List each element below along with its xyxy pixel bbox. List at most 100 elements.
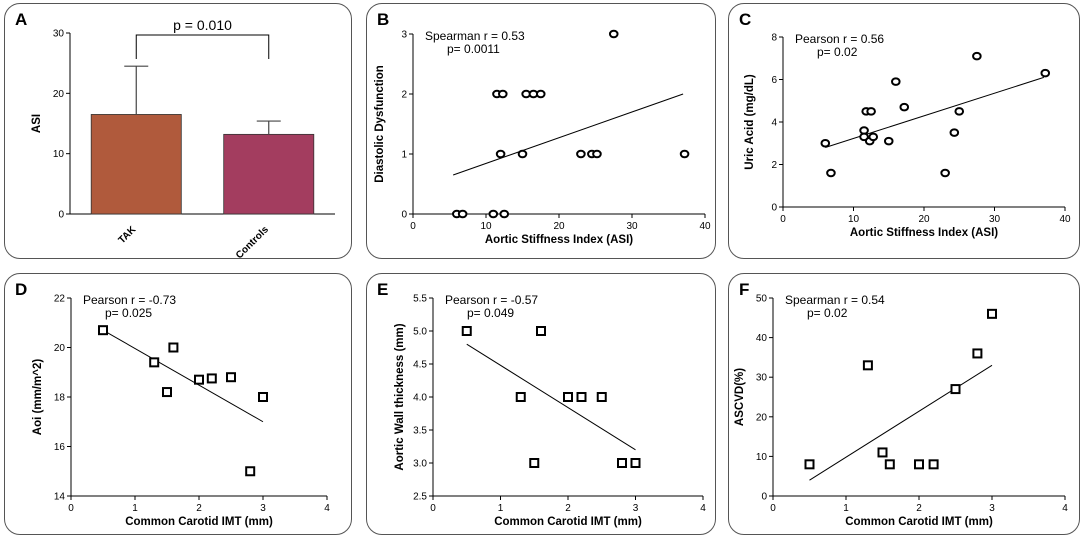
x-tick-label-tak: TAK bbox=[117, 224, 139, 246]
stat-r-d: Pearson r = -0.73 bbox=[83, 293, 176, 307]
data-point-c bbox=[954, 107, 965, 116]
y-tick-label-f: 0 bbox=[761, 492, 767, 503]
stat-r-b: Spearman r = 0.53 bbox=[425, 29, 525, 43]
data-point-e bbox=[596, 392, 607, 402]
y-tick-label-b: 1 bbox=[401, 150, 407, 161]
x-tick-label-d: 0 bbox=[68, 503, 74, 514]
regression-line-c bbox=[825, 76, 1045, 148]
data-point-b bbox=[499, 209, 510, 219]
data-point-b bbox=[517, 149, 528, 159]
data-point-b bbox=[535, 89, 546, 99]
stat-p-f: p= 0.02 bbox=[807, 306, 848, 320]
data-point-b bbox=[679, 149, 690, 159]
chart-d: 14 16 18 20 22 Aoi (mm/m^2) 0 1 2 3 4 Common Caroti… bbox=[32, 293, 330, 528]
y-tick-label-f: 20 bbox=[756, 412, 768, 423]
data-point-e bbox=[563, 392, 573, 402]
data-point-e bbox=[515, 392, 526, 402]
data-point-d bbox=[98, 325, 108, 336]
panel-a: A 0 10 20 30 ASI TAK Controls p = 0.010 bbox=[4, 3, 352, 261]
y-tick-label-c: 4 bbox=[771, 118, 777, 129]
panel-c-label: C bbox=[739, 10, 752, 29]
y-axis-label-f: ASCVD(%) bbox=[734, 368, 746, 426]
bar-controls bbox=[223, 133, 315, 215]
x-tick-label-e: 0 bbox=[430, 503, 436, 514]
x-axis-label-e: Common Carotid IMT (mm) bbox=[494, 516, 642, 528]
x-tick-label-c: 40 bbox=[1059, 214, 1071, 225]
y-tick-label-e: 4.0 bbox=[413, 393, 427, 404]
data-point-e bbox=[617, 458, 627, 468]
data-point-d bbox=[194, 374, 204, 385]
y-tick-label-d: 18 bbox=[54, 393, 66, 404]
y-tick-label-b: 2 bbox=[401, 90, 407, 101]
x-tick-label-controls: Controls bbox=[234, 224, 271, 261]
data-point-b bbox=[457, 209, 468, 219]
data-point-c bbox=[940, 168, 950, 178]
y-axis-label-b: Diastolic Dysfunction bbox=[374, 65, 386, 183]
data-point-e bbox=[576, 392, 587, 402]
x-tick-label-e: 4 bbox=[700, 503, 706, 514]
x-tick-label-c: 20 bbox=[918, 214, 930, 225]
x-tick-label-f: 1 bbox=[843, 503, 849, 514]
regression-line-f bbox=[809, 364, 993, 481]
data-point-b bbox=[495, 149, 506, 159]
data-point-c bbox=[891, 77, 901, 86]
panel-b: B 0 1 2 3 Diastolic Dysfunction 0 10 20 30 40 Aort… bbox=[366, 3, 716, 259]
y-tick-label-f: 50 bbox=[756, 294, 768, 305]
x-tick-label-b: 40 bbox=[699, 221, 711, 232]
x-tick-label-b: 20 bbox=[553, 221, 565, 232]
data-point-d bbox=[245, 466, 256, 477]
data-point-c bbox=[972, 51, 982, 61]
y-tick-label-a: 0 bbox=[58, 210, 64, 221]
panel-d: D 14 16 18 20 22 Aoi (mm/m^2) 0 1 2 3 4 Common Caro… bbox=[4, 273, 352, 535]
bar-tak bbox=[90, 114, 182, 215]
panel-c: C 0 2 4 6 8 Uric Acid (mg/dL) 0 10 20 30 40 Aortic … bbox=[728, 3, 1080, 259]
data-point-b bbox=[497, 89, 508, 99]
data-point-f bbox=[877, 447, 888, 458]
data-point-f bbox=[950, 384, 961, 395]
data-point-c bbox=[820, 138, 831, 148]
x-tick-label-d: 2 bbox=[196, 503, 202, 514]
y-tick-label-c: 8 bbox=[771, 33, 777, 44]
data-point-f bbox=[987, 308, 997, 319]
data-point-d bbox=[258, 392, 268, 402]
chart-c: 0 2 4 6 8 Uric Acid (mg/dL) 0 10 20 30 40 Aortic St… bbox=[744, 32, 1071, 239]
chart-f: 0 10 20 30 40 50 ASCVD(%) 0 1 2 3 4 Common Carotid I… bbox=[734, 293, 1068, 528]
data-point-c bbox=[826, 168, 836, 178]
stat-p-b: p= 0.0011 bbox=[447, 42, 500, 56]
panel-f: F 0 10 20 30 40 50 ASCVD(%) 0 1 2 3 4 Common Carotid… bbox=[728, 273, 1080, 535]
y-axis-label-c: Uric Acid (mg/dL) bbox=[744, 74, 756, 170]
panel-a-label: A bbox=[15, 10, 28, 29]
y-tick-label-c: 6 bbox=[771, 75, 777, 86]
data-point-c bbox=[883, 136, 894, 146]
chart-b: 0 1 2 3 Diastolic Dysfunction 0 10 20 30 40 Aortic… bbox=[374, 29, 711, 246]
data-point-e bbox=[461, 326, 472, 336]
x-tick-label-e: 2 bbox=[565, 503, 571, 514]
data-point-c bbox=[866, 107, 876, 116]
data-point-f bbox=[972, 348, 983, 359]
data-point-f bbox=[884, 459, 895, 470]
y-tick-label-a: 30 bbox=[53, 29, 65, 40]
y-tick-label-b: 3 bbox=[401, 30, 407, 41]
regression-line-e bbox=[466, 343, 636, 451]
data-point-d bbox=[149, 357, 160, 368]
data-point-d bbox=[168, 342, 179, 353]
y-tick-label-b: 0 bbox=[401, 210, 407, 221]
y-tick-label-c: 2 bbox=[771, 160, 777, 171]
x-tick-label-f: 0 bbox=[770, 503, 776, 514]
data-point-f bbox=[928, 459, 939, 470]
x-tick-label-f: 2 bbox=[916, 503, 922, 514]
x-tick-label-d: 4 bbox=[324, 503, 330, 514]
y-tick-label-e: 4.5 bbox=[413, 360, 427, 371]
data-point-d bbox=[226, 372, 236, 383]
p-value-annotation: p = 0.010 bbox=[173, 17, 232, 33]
data-point-b bbox=[488, 209, 499, 219]
x-axis-label-b: Aortic Stiffness Index (ASI) bbox=[485, 234, 633, 246]
y-tick-label-d: 14 bbox=[54, 492, 66, 503]
x-tick-label-c: 30 bbox=[989, 214, 1001, 225]
significance-bracket bbox=[135, 34, 270, 59]
data-point-c bbox=[868, 132, 879, 142]
data-point-c bbox=[949, 128, 960, 137]
data-point-b bbox=[576, 149, 586, 159]
x-tick-label-c: 10 bbox=[848, 214, 860, 225]
data-point-d bbox=[206, 373, 217, 384]
